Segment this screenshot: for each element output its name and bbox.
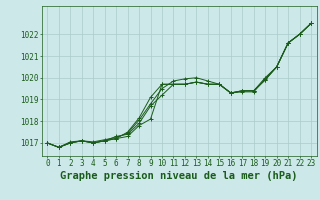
X-axis label: Graphe pression niveau de la mer (hPa): Graphe pression niveau de la mer (hPa) [60, 171, 298, 181]
